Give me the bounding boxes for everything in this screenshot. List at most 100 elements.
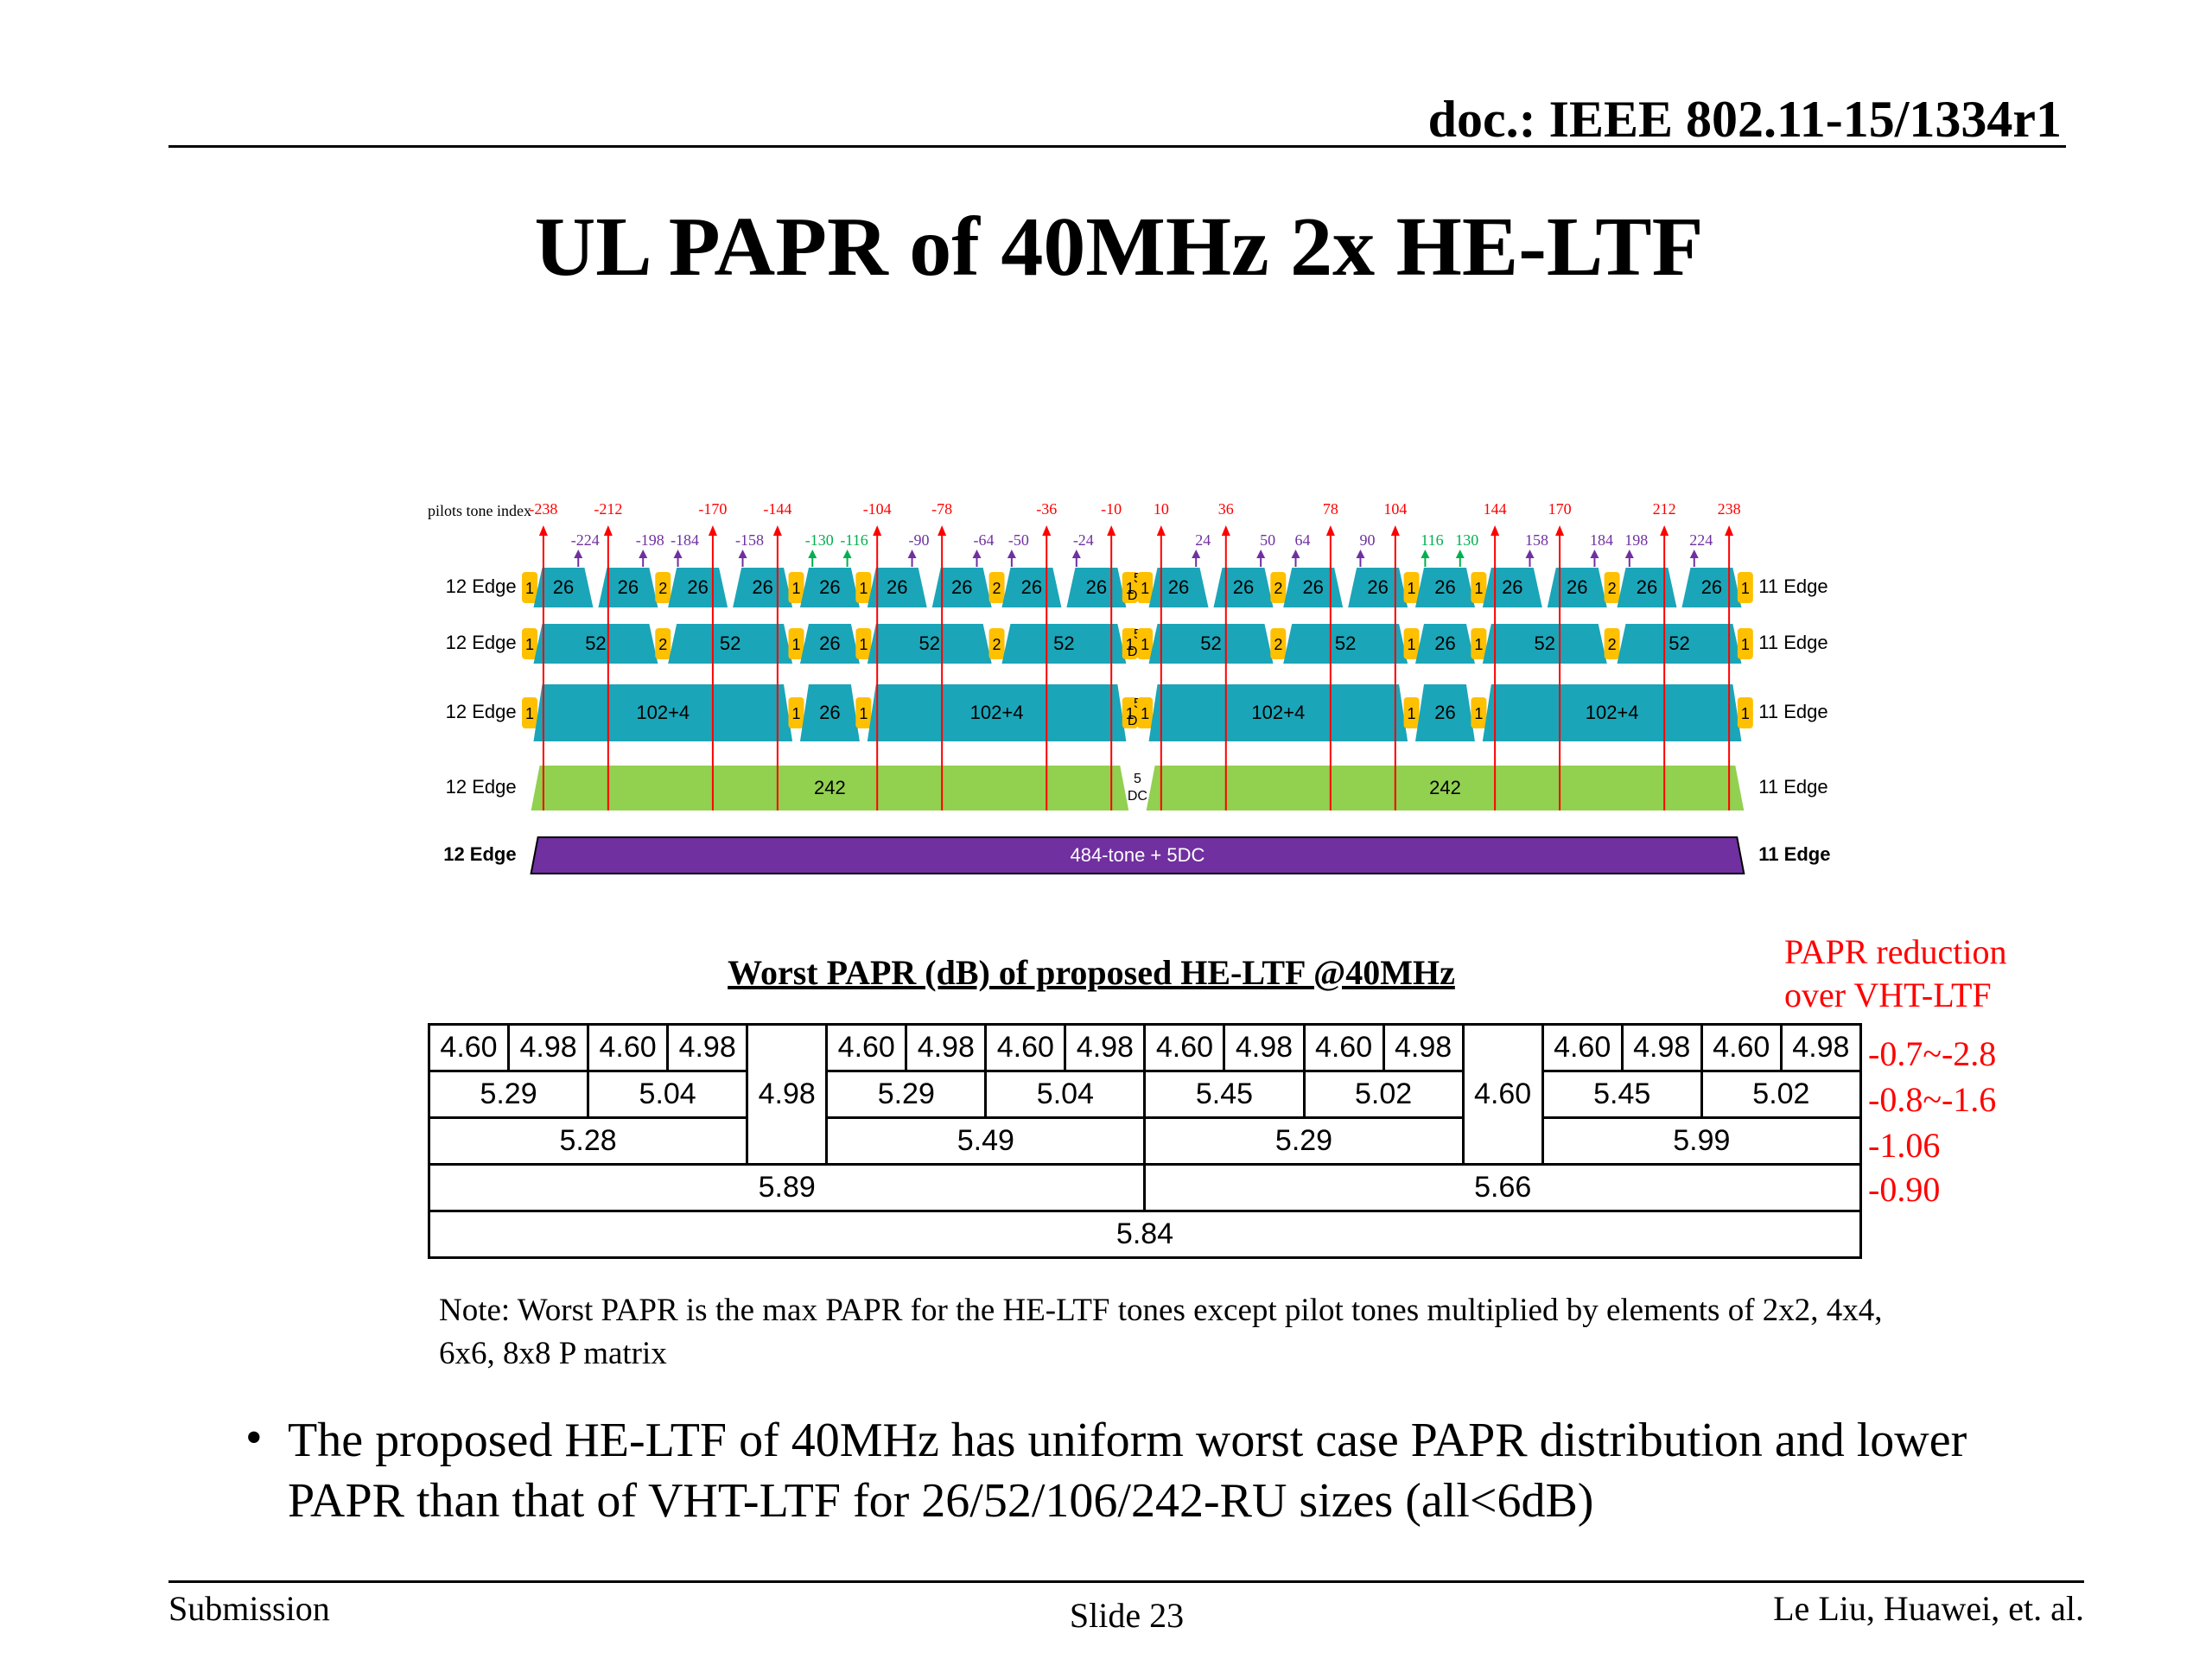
cell: 4.98 (1620, 1023, 1703, 1072)
cell: 4.98 (905, 1023, 988, 1072)
filler-block (788, 628, 804, 659)
edge-label: 12 Edge (443, 843, 516, 865)
filler-block (522, 628, 538, 659)
cell: 4.60 (825, 1023, 908, 1072)
cell: 4.98 (746, 1023, 829, 1166)
pilot-arrow (1221, 525, 1230, 536)
pilot-index: 78 (1323, 500, 1338, 518)
pilot-index: 184 (1590, 531, 1613, 549)
block-label: 1 (791, 705, 800, 722)
block-label: 1 (859, 705, 868, 722)
cell: 5.02 (1302, 1070, 1465, 1119)
cell: 5.45 (1541, 1070, 1703, 1119)
filler-block (1737, 572, 1753, 603)
pilot-index: -78 (931, 500, 952, 518)
pilot-index: -224 (571, 531, 600, 549)
ru-block (531, 766, 1129, 810)
pilot-index: -238 (529, 500, 557, 518)
block-label: 26 (1367, 576, 1388, 598)
ru-block (799, 684, 860, 741)
footer-left: Submission (168, 1589, 330, 1628)
ru-block (1414, 684, 1475, 741)
pilot-index: -212 (594, 500, 622, 518)
ru-block (533, 684, 793, 741)
block-label: 26 (1021, 576, 1042, 598)
filler-block (1403, 628, 1420, 659)
block-label: 2 (658, 580, 667, 597)
ru-block (1148, 568, 1209, 607)
block-label: 26 (618, 576, 639, 598)
pilot-index: 144 (1484, 500, 1507, 518)
pilot-index: -36 (1036, 500, 1057, 518)
ru-block (1146, 766, 1745, 810)
block-label: 2 (1274, 580, 1282, 597)
ru-block (533, 624, 658, 664)
pilot-index: -144 (763, 500, 791, 518)
cell: 5.84 (428, 1210, 1862, 1259)
block-label: 1 (525, 705, 534, 722)
pilot-arrow (1590, 550, 1599, 558)
pilot-arrow (808, 550, 817, 558)
ru-block (1414, 568, 1475, 607)
ru-block (799, 624, 860, 664)
pilot-index: 170 (1548, 500, 1572, 518)
bullet-marker: • (245, 1411, 263, 1465)
cell: 5.02 (1700, 1070, 1863, 1119)
reduction-value: -0.90 (1868, 1170, 1941, 1209)
pilot-index: 64 (1295, 531, 1311, 549)
cell: 5.89 (427, 1163, 1147, 1212)
cell: 5.29 (427, 1070, 590, 1119)
pilot-arrow (907, 550, 917, 558)
block-label: 52 (1535, 632, 1555, 654)
dc-label: 5 (1134, 772, 1141, 786)
ru-block (1001, 624, 1127, 664)
block-label: 26 (951, 576, 972, 598)
pilot-arrow (1325, 525, 1335, 536)
block-label: 52 (720, 632, 741, 654)
block-label: 26 (1502, 576, 1522, 598)
ru-block (799, 568, 860, 607)
ru-block (867, 568, 927, 607)
block-label: 26 (1086, 576, 1107, 598)
block-label: 1 (1408, 580, 1416, 597)
ru-block (1148, 684, 1408, 741)
ru-block (1482, 568, 1542, 607)
block-label: 52 (918, 632, 939, 654)
pilot-arrow (574, 550, 583, 558)
edge-label: 11 Edge (1758, 701, 1827, 722)
filler-block (655, 628, 671, 659)
pilot-arrow (639, 550, 648, 558)
pilot-arrow (842, 550, 852, 558)
filler-block (788, 697, 804, 728)
pilot-arrow (1525, 550, 1535, 558)
ru-block (867, 684, 1127, 741)
edge-label: 11 Edge (1758, 632, 1827, 653)
block-label: 26 (1434, 632, 1455, 654)
header-rule (168, 145, 2066, 148)
pilot-arrow (1107, 525, 1116, 536)
table-title: Worst PAPR (dB) of proposed HE-LTF @40MH… (728, 953, 1455, 992)
filler-block (1137, 628, 1154, 659)
block-label: 1 (791, 636, 800, 653)
block-label: 26 (1637, 576, 1657, 598)
edge-label: 11 Edge (1758, 776, 1827, 798)
pilot-arrow (1725, 525, 1734, 536)
cell: 4.60 (1700, 1023, 1783, 1072)
pilot-arrow (538, 525, 548, 536)
pilot-arrow (1291, 550, 1300, 558)
edge-label: 12 Edge (446, 776, 517, 798)
cell: 5.28 (427, 1116, 749, 1166)
filler-block (1604, 572, 1620, 603)
block-label: 26 (1701, 576, 1722, 598)
cell: 4.60 (984, 1023, 1067, 1072)
block-label: 1 (525, 580, 534, 597)
block-label: 26 (1567, 576, 1587, 598)
block-label: 26 (1302, 576, 1323, 598)
pilot-arrow (1660, 525, 1669, 536)
pilot-arrow (1256, 550, 1266, 558)
block-label: 1 (1741, 580, 1750, 597)
pilot-index: 90 (1359, 531, 1375, 549)
block-label: 26 (1434, 576, 1455, 598)
filler-block (655, 572, 671, 603)
block-label: 1 (525, 636, 534, 653)
